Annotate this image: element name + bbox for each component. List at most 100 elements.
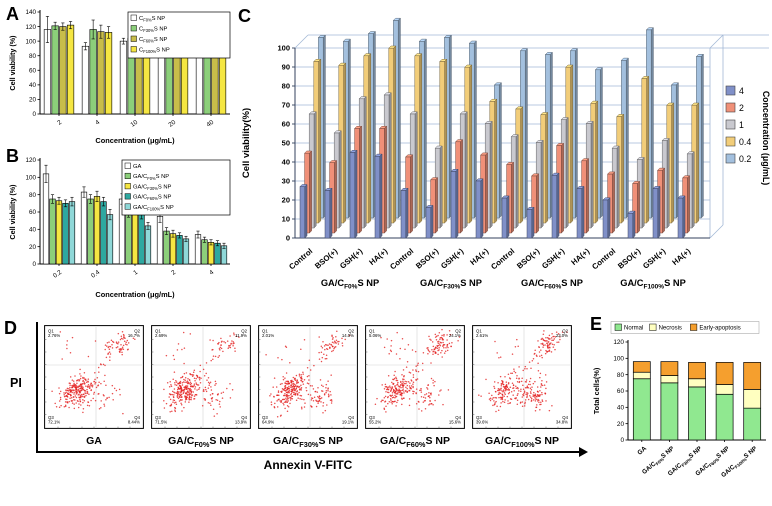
quadrant-label: 71.5% <box>155 420 167 425</box>
bar-side <box>430 204 434 239</box>
bar <box>93 196 101 265</box>
flow-plot-title: GA/CF60%S NP <box>380 435 450 450</box>
quadrant-label: Q4 <box>241 415 247 420</box>
scatter-points <box>374 328 461 413</box>
bar-side <box>469 64 473 224</box>
legend-label: 0.4 <box>739 137 751 147</box>
bar-side <box>586 157 589 234</box>
x-tick-label: BSO(+) <box>616 246 643 270</box>
y-tick-label: 100 <box>25 175 36 182</box>
legend-swatch <box>130 14 137 21</box>
x-tick-label: GA <box>636 445 648 457</box>
legend-swatch <box>725 119 736 130</box>
bar <box>201 239 208 265</box>
legend-label: CF30%S NP <box>139 27 168 34</box>
bar <box>68 201 76 265</box>
legend-label: CF60%S NP <box>139 37 168 44</box>
y-tick-label: 60 <box>282 120 290 129</box>
stacked-bar-segment <box>688 362 706 380</box>
panel-d: PI Annexin V-FITC Q1 2.76% Q2 16.7% Q3 72.1% Q… <box>0 318 588 506</box>
y-tick-label: 40 <box>617 405 625 412</box>
scatter-points <box>163 331 240 417</box>
legend-label: 4 <box>739 86 744 96</box>
bar-side <box>419 52 423 224</box>
bar <box>299 186 306 239</box>
quadrant-label: Q4 <box>455 415 461 420</box>
bar-side <box>511 161 514 234</box>
bar <box>627 213 634 239</box>
legend-label: GA/CF100%S NP <box>133 205 174 212</box>
legend-label: 1 <box>739 120 744 130</box>
stacked-bar-segment <box>743 389 762 409</box>
y-tick-label: 0 <box>32 261 36 268</box>
stacked-bar-segment <box>743 407 762 441</box>
legend-label: 0.2 <box>739 154 751 164</box>
quadrant-label: Q4 <box>562 415 568 420</box>
bar-side <box>682 195 686 239</box>
y-tick-label: 60 <box>29 209 37 216</box>
quadrant-label: 13.9% <box>235 420 247 425</box>
legend-box <box>610 321 760 334</box>
legend-swatch <box>614 323 622 331</box>
y-tick-label: 40 <box>282 158 290 167</box>
flow-plot-title: GA/CF0%S NP <box>168 435 234 450</box>
bar-side <box>423 38 427 219</box>
bar-side <box>334 159 337 234</box>
stacked-bar-segment <box>688 386 706 441</box>
bar <box>131 209 139 265</box>
bar-side <box>612 171 615 234</box>
scatter-points <box>51 331 136 415</box>
quadrant-label: Q4 <box>348 415 354 420</box>
legend-swatch <box>124 172 131 179</box>
y-tick-label: 30 <box>282 177 290 186</box>
flow-plot-title: GA/CF30%S NP <box>273 435 343 450</box>
group-label: GA/CF0%S NP <box>321 278 379 291</box>
quadrant-label: Q2 <box>241 329 247 334</box>
bar <box>374 156 381 239</box>
x-tick-label: GSH(+) <box>338 246 365 270</box>
quadrant-label: 34.8% <box>556 420 568 425</box>
legend-swatch <box>124 183 131 190</box>
legend-label: CF0%S NP <box>139 16 165 23</box>
y-tick-label: 20 <box>29 97 37 104</box>
x-tick-label: 40 <box>205 119 215 129</box>
flow-plot-title: GA/CF100%S NP <box>484 435 560 450</box>
x-tick-label: Control <box>489 247 516 272</box>
legend-label: GA/CF0%S NP <box>133 174 169 181</box>
stacked-bar-segment <box>715 393 734 441</box>
bar-side <box>359 125 362 234</box>
bar <box>450 171 457 239</box>
bar-side <box>506 195 510 239</box>
panel-a-chart: 0 20 40 60 80 100 120 140 Cell viability (%) 2 4 10… <box>8 9 231 145</box>
bar-side <box>565 116 569 229</box>
group-label: GA/CF100%S NP <box>620 278 686 291</box>
bar-side <box>439 145 443 229</box>
stacked-bar-segment <box>715 384 734 395</box>
y-tick-label: 140 <box>25 9 36 16</box>
plot-frame <box>151 325 251 429</box>
legend-label: Early-apoptosis <box>699 326 740 332</box>
quadrant-label: 55.2% <box>369 420 381 425</box>
y-tick-label: 100 <box>613 356 624 363</box>
panel-b-letter: B <box>6 146 19 166</box>
bar-side <box>393 45 397 224</box>
quadrant-label: Q3 <box>369 415 375 420</box>
bar-side <box>410 154 413 234</box>
stacked-bar-segment <box>688 378 706 388</box>
plot-frame <box>472 325 572 429</box>
bar-side <box>687 175 690 234</box>
quadrant-label: 5.06% <box>369 333 381 338</box>
bar-side <box>570 64 574 224</box>
bar-side <box>616 145 620 229</box>
bar-side <box>397 17 401 219</box>
bar-side <box>671 102 675 224</box>
panel-a-letter: A <box>6 4 19 24</box>
bar <box>677 197 684 239</box>
x-tick-label: GSH(+) <box>641 246 668 270</box>
plot-frame <box>258 325 358 429</box>
legend-swatch <box>725 102 736 113</box>
bar <box>125 212 132 265</box>
bar-side <box>696 102 700 224</box>
bar-side <box>599 66 603 219</box>
